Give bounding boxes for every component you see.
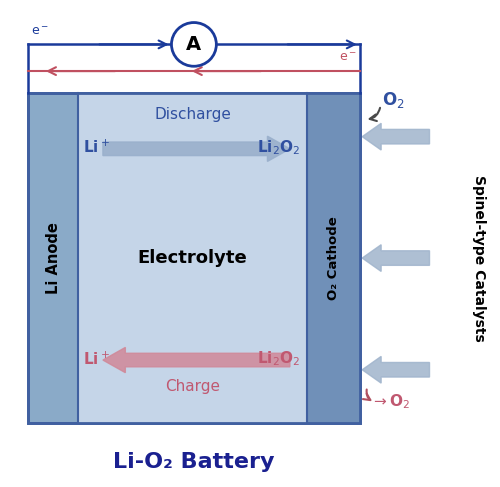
Text: Spinel-type Catalysts: Spinel-type Catalysts [472, 175, 486, 341]
FancyArrow shape [103, 136, 290, 161]
Text: Li$_2$O$_2$: Li$_2$O$_2$ [256, 138, 300, 157]
FancyArrow shape [362, 356, 430, 383]
Text: O$_2$: O$_2$ [382, 90, 404, 110]
Text: Li$^+$: Li$^+$ [83, 351, 110, 368]
Text: e$^-$: e$^-$ [340, 52, 357, 64]
Text: Electrolyte: Electrolyte [138, 249, 248, 267]
FancyArrow shape [103, 347, 290, 373]
Text: Charge: Charge [165, 379, 220, 394]
Text: Li$^+$: Li$^+$ [83, 139, 110, 156]
FancyArrow shape [362, 123, 430, 150]
Text: O₂ Cathode: O₂ Cathode [327, 216, 340, 300]
Text: Discharge: Discharge [154, 107, 231, 122]
FancyArrow shape [362, 244, 430, 271]
Text: $\rightarrow$O$_2$: $\rightarrow$O$_2$ [370, 392, 410, 411]
Text: Li-O₂ Battery: Li-O₂ Battery [113, 452, 274, 472]
Text: Li Anode: Li Anode [46, 222, 60, 294]
Circle shape [172, 22, 216, 66]
Text: e$^-$: e$^-$ [30, 25, 48, 37]
Text: A: A [186, 35, 202, 54]
Text: Li$_2$O$_2$: Li$_2$O$_2$ [256, 350, 300, 369]
Bar [28, 93, 359, 423]
Bar [28, 93, 359, 423]
Bar [78, 93, 308, 423]
Bar [308, 93, 360, 423]
